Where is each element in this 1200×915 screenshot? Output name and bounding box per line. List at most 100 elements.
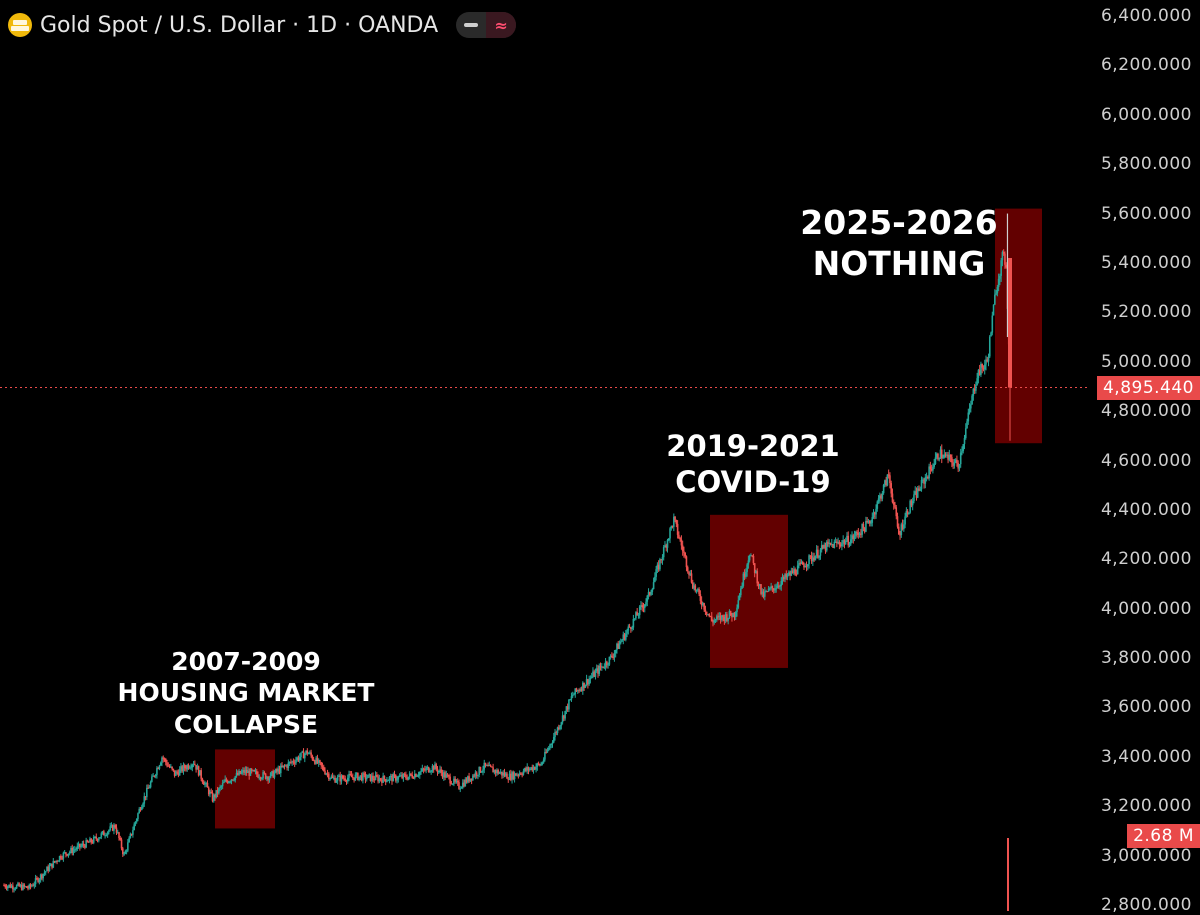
candle-body bbox=[65, 852, 67, 855]
candle-body bbox=[641, 605, 644, 608]
candle-body bbox=[967, 412, 970, 422]
candle-body bbox=[745, 571, 747, 577]
candle-body bbox=[831, 543, 833, 545]
candle-body bbox=[983, 364, 986, 370]
candle-body bbox=[714, 619, 717, 621]
candle-body bbox=[413, 773, 416, 779]
candle-body bbox=[329, 778, 331, 780]
candle-body bbox=[1000, 260, 1002, 276]
candle-body bbox=[622, 634, 625, 640]
candle-body bbox=[910, 500, 913, 506]
candle-body bbox=[309, 752, 311, 754]
candle-body bbox=[6, 886, 9, 889]
candle-body bbox=[996, 287, 999, 294]
candle-body bbox=[77, 843, 80, 846]
candle-body bbox=[944, 454, 947, 456]
candle-body bbox=[368, 774, 371, 776]
candle-body bbox=[267, 776, 269, 781]
candle-body bbox=[255, 771, 258, 775]
candle-body bbox=[493, 770, 496, 773]
candle-body bbox=[686, 567, 689, 572]
candle-body bbox=[105, 835, 108, 837]
symbol-title[interactable]: Gold Spot / U.S. Dollar · 1D · OANDA bbox=[40, 12, 439, 38]
candle-body bbox=[487, 765, 489, 767]
minus-icon[interactable] bbox=[456, 12, 486, 38]
candle-body bbox=[314, 760, 316, 764]
candle-body bbox=[362, 773, 364, 781]
candle-body bbox=[940, 449, 943, 459]
candle-body bbox=[373, 779, 376, 781]
candle-body bbox=[135, 819, 138, 822]
candle-body bbox=[621, 639, 623, 642]
candle-body bbox=[785, 574, 788, 578]
candle-body bbox=[273, 772, 276, 778]
candle-body bbox=[549, 744, 551, 749]
candle-body bbox=[702, 603, 704, 606]
candle-body bbox=[636, 612, 638, 616]
candle-body bbox=[930, 468, 933, 471]
candle-body bbox=[72, 849, 75, 853]
candle-body bbox=[511, 772, 513, 780]
candle-body bbox=[776, 585, 779, 589]
candle-body bbox=[703, 603, 705, 610]
candle-body bbox=[488, 764, 491, 767]
candle-body bbox=[190, 767, 192, 769]
candle-body bbox=[513, 773, 516, 780]
candle-body bbox=[920, 480, 923, 490]
candle-body bbox=[988, 336, 991, 357]
candle-body bbox=[522, 771, 525, 775]
candle-body bbox=[956, 459, 958, 464]
candle-body bbox=[665, 545, 668, 548]
candle-body bbox=[647, 592, 650, 596]
candle-body bbox=[82, 843, 85, 846]
candle-body bbox=[825, 541, 828, 551]
candle-body bbox=[469, 778, 472, 782]
candle-body bbox=[986, 359, 989, 362]
candle-body bbox=[290, 761, 292, 763]
candle-body bbox=[424, 769, 426, 771]
indicator-toggle[interactable]: ≈ bbox=[456, 12, 517, 38]
candle-body bbox=[243, 770, 245, 773]
candle-body bbox=[838, 542, 841, 545]
candle-body bbox=[841, 542, 843, 547]
candle-body bbox=[928, 466, 930, 479]
annotation-line: COVID-19 bbox=[675, 465, 831, 500]
candle-body bbox=[38, 879, 41, 883]
candle-body bbox=[467, 776, 469, 783]
candle-body bbox=[674, 516, 676, 520]
candle-body bbox=[932, 466, 934, 471]
candle-body bbox=[305, 750, 307, 754]
candle-body bbox=[312, 759, 315, 761]
candle-body bbox=[654, 576, 656, 583]
candle-body bbox=[18, 883, 20, 887]
candle-body bbox=[48, 866, 51, 871]
wave-icon[interactable]: ≈ bbox=[486, 12, 517, 38]
candle-body bbox=[746, 564, 748, 572]
candle-body bbox=[632, 618, 635, 628]
candle-body bbox=[758, 584, 761, 586]
candle-body bbox=[541, 762, 544, 765]
candle-body bbox=[710, 616, 713, 621]
candle-body bbox=[683, 551, 685, 553]
candle-body bbox=[520, 773, 522, 775]
candle-body bbox=[788, 572, 790, 575]
candle-body bbox=[741, 585, 743, 589]
candle-body bbox=[66, 854, 68, 856]
candle-body bbox=[740, 588, 742, 596]
candle-body bbox=[437, 770, 440, 773]
candle-body bbox=[128, 837, 130, 843]
candle-body bbox=[71, 847, 74, 853]
candle-body bbox=[235, 772, 238, 777]
candle-body bbox=[704, 609, 707, 612]
candle-body bbox=[684, 552, 686, 557]
candle-body bbox=[79, 843, 81, 848]
candle-body bbox=[339, 775, 341, 782]
candle-body bbox=[775, 588, 777, 590]
candle-body bbox=[693, 585, 695, 589]
candle-body bbox=[194, 763, 196, 766]
candle-body bbox=[43, 872, 46, 874]
candle-body bbox=[780, 581, 783, 587]
candle-body bbox=[1004, 253, 1006, 265]
candle-body bbox=[673, 516, 675, 527]
